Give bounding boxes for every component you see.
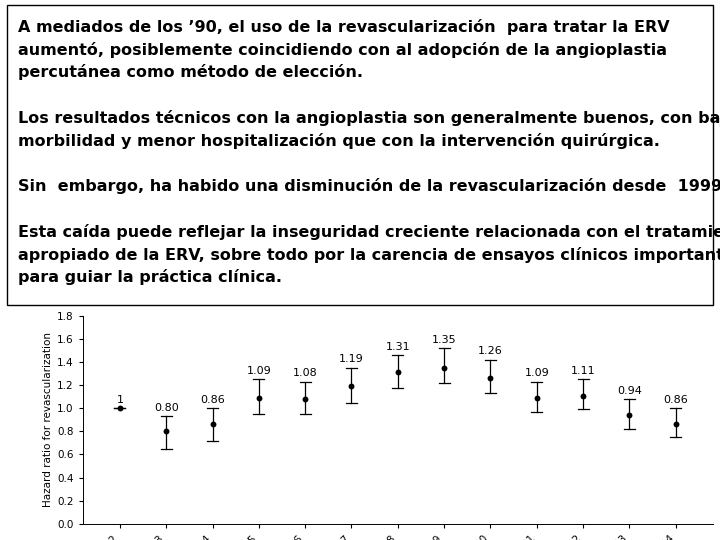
Text: 0.86: 0.86 bbox=[200, 395, 225, 405]
Point bbox=[300, 395, 311, 403]
Text: 1.19: 1.19 bbox=[339, 354, 364, 364]
Text: 1.08: 1.08 bbox=[293, 368, 318, 378]
Text: apropiado de la ERV, sobre todo por la carencia de ensayos clínicos importantes: apropiado de la ERV, sobre todo por la c… bbox=[18, 247, 720, 262]
Point bbox=[207, 420, 218, 429]
Point bbox=[670, 420, 682, 429]
Text: 1.09: 1.09 bbox=[524, 368, 549, 378]
Y-axis label: Hazard ratio for revascularization: Hazard ratio for revascularization bbox=[43, 332, 53, 508]
Point bbox=[346, 382, 357, 390]
Point bbox=[253, 394, 264, 402]
Text: morbilidad y menor hospitalización que con la intervención quirúrgica.: morbilidad y menor hospitalización que c… bbox=[18, 133, 660, 149]
Point bbox=[161, 427, 172, 436]
Text: 0.94: 0.94 bbox=[617, 386, 642, 396]
Text: 1.31: 1.31 bbox=[385, 342, 410, 352]
Text: 1: 1 bbox=[117, 395, 123, 405]
Point bbox=[531, 394, 543, 402]
Point bbox=[577, 392, 589, 400]
Text: Los resultados técnicos con la angioplastia son generalmente buenos, con baja: Los resultados técnicos con la angioplas… bbox=[18, 110, 720, 126]
Text: 1.26: 1.26 bbox=[478, 346, 503, 356]
Text: Esta caída puede reflejar la inseguridad creciente relacionada con el tratamient: Esta caída puede reflejar la inseguridad… bbox=[18, 224, 720, 240]
Point bbox=[485, 374, 496, 382]
Text: Sin  embargo, ha habido una disminución de la revascularización desde  1999.: Sin embargo, ha habido una disminución d… bbox=[18, 178, 720, 194]
Text: 1.35: 1.35 bbox=[432, 335, 456, 345]
Text: A mediados de los ’90, el uso de la revascularización  para tratar la ERV: A mediados de los ’90, el uso de la reva… bbox=[18, 19, 670, 35]
FancyBboxPatch shape bbox=[7, 5, 713, 305]
Point bbox=[624, 411, 635, 420]
Point bbox=[392, 368, 404, 377]
Text: aumentó, posiblemente coincidiendo con al adopción de la angioplastia: aumentó, posiblemente coincidiendo con a… bbox=[18, 42, 667, 58]
Text: 0.80: 0.80 bbox=[154, 403, 179, 413]
Text: 1.09: 1.09 bbox=[246, 366, 271, 376]
Text: 0.86: 0.86 bbox=[663, 395, 688, 405]
Point bbox=[114, 404, 125, 413]
Text: para guiar la práctica clínica.: para guiar la práctica clínica. bbox=[18, 269, 282, 286]
Point bbox=[438, 363, 450, 372]
Text: percutánea como método de elección.: percutánea como método de elección. bbox=[18, 64, 363, 80]
Text: 1.11: 1.11 bbox=[571, 366, 595, 376]
